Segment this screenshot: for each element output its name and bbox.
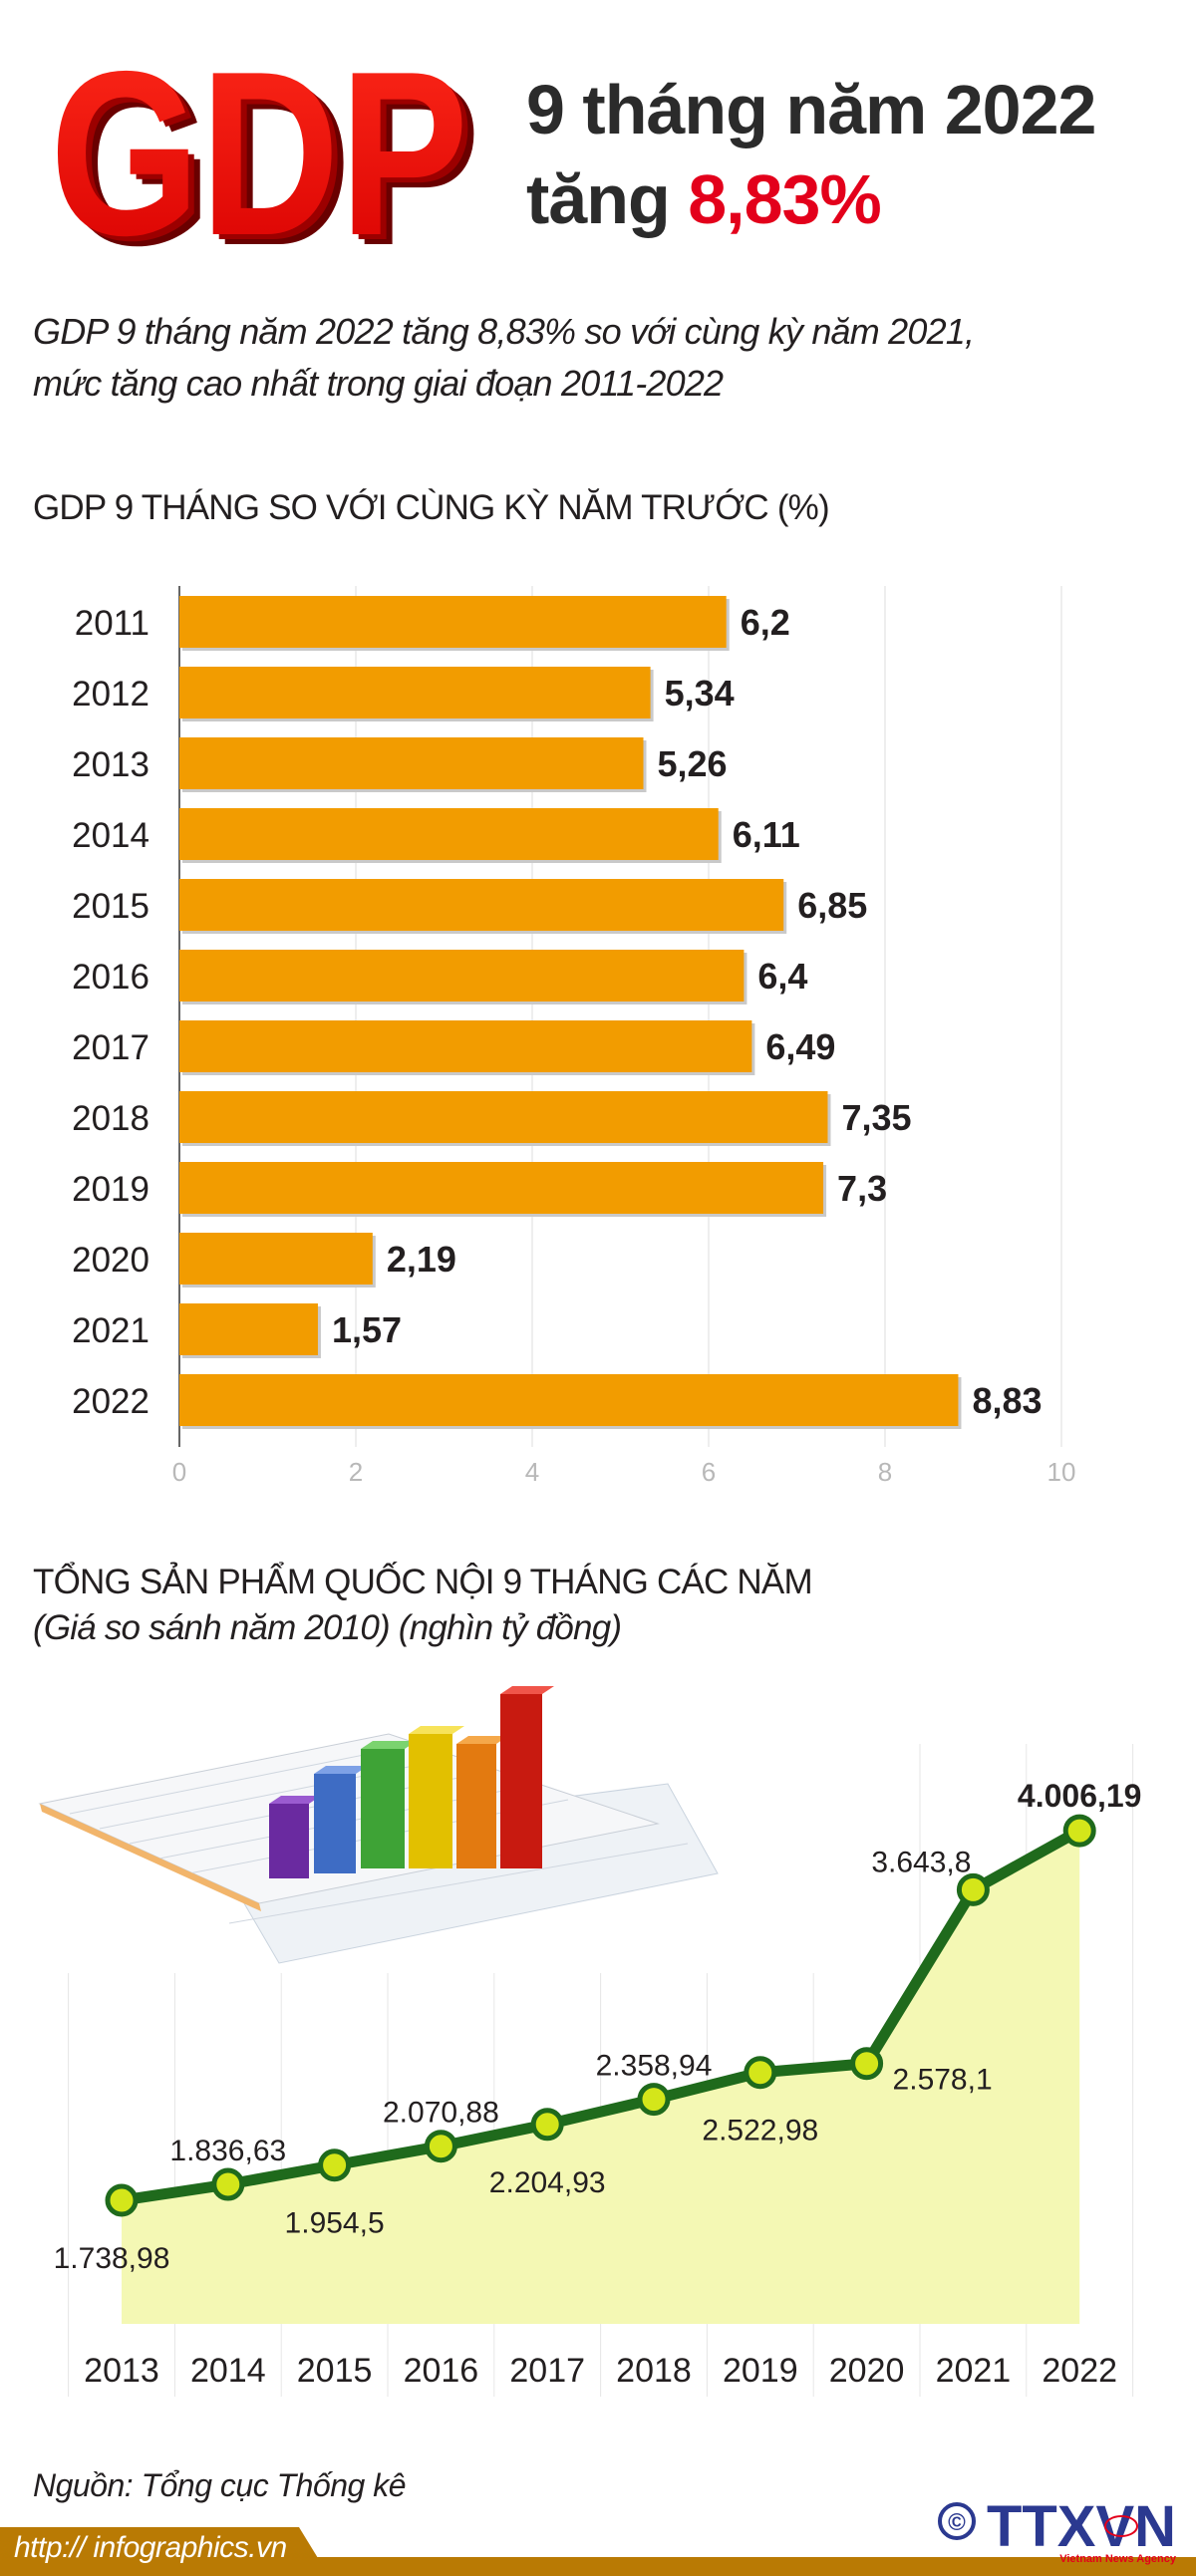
gdp-logo: GDP GDP GDP <box>50 40 480 259</box>
year-label: 2011 <box>75 604 150 643</box>
value-label: 6,2 <box>741 602 790 643</box>
bar-2022 <box>179 1374 959 1426</box>
headline-line-2: tăng 8,83% <box>526 159 882 239</box>
year-label: 2013 <box>84 2352 159 2390</box>
year-label: 2015 <box>297 2352 373 2390</box>
year-label: 2019 <box>723 2352 798 2390</box>
value-label: 2.358,94 <box>596 2050 713 2083</box>
data-point-2021 <box>956 1872 990 1906</box>
bar-2020 <box>179 1233 373 1285</box>
svg-text:Vietnam News Agency: Vietnam News Agency <box>1059 2553 1177 2565</box>
year-label: 2014 <box>190 2352 266 2390</box>
bar-2019 <box>179 1162 824 1214</box>
year-label: 2022 <box>1042 2352 1117 2390</box>
x-tick-label: 10 <box>1047 1457 1076 1487</box>
bar-2021 <box>179 1303 318 1355</box>
value-label: 2.522,98 <box>702 2115 818 2147</box>
x-tick-label: 4 <box>525 1457 539 1487</box>
year-label: 2020 <box>72 1241 150 1280</box>
value-label: 6,85 <box>797 885 867 926</box>
summary-line-2: mức tăng cao nhất trong giai đoạn 2011-2… <box>33 363 724 404</box>
footer-url-tab <box>0 2527 329 2576</box>
value-label: 6,4 <box>757 956 807 997</box>
value-label: 7,35 <box>841 1097 911 1138</box>
svg-text:GDP: GDP <box>62 40 480 259</box>
data-point-2020 <box>850 2047 884 2081</box>
line-chart-title: TỔNG SẢN PHẨM QUỐC NỘI 9 THÁNG CÁC NĂM <box>33 1563 813 1601</box>
year-label: 2012 <box>72 675 150 714</box>
headline-line-1: 9 tháng năm 2022 <box>526 71 1096 148</box>
bar-2012 <box>179 667 651 718</box>
svg-text:GDP: GDP <box>56 40 474 259</box>
value-label: 1.738,98 <box>54 2242 170 2275</box>
year-label: 2016 <box>72 958 150 997</box>
line-chart-subtitle: (Giá so sánh năm 2010) (nghìn tỷ đồng) <box>33 1608 622 1647</box>
bar-2018 <box>179 1091 828 1143</box>
year-label: 2020 <box>829 2352 905 2390</box>
data-point-2022 <box>1062 1814 1096 1848</box>
gdp-line-chart: 1.738,98 2013 1.836,63 2014 1.954,5 2015 2.070… <box>54 1744 1142 2397</box>
value-label: 1.954,5 <box>285 2207 385 2240</box>
year-label: 2014 <box>72 816 150 855</box>
year-label: 2016 <box>404 2352 479 2390</box>
data-point-2015 <box>318 2148 352 2182</box>
value-label: 8,83 <box>972 1380 1042 1421</box>
value-label: 7,3 <box>837 1168 887 1209</box>
year-label: 2018 <box>72 1099 150 1138</box>
area-fill <box>122 1831 1080 2324</box>
year-label: 2013 <box>72 745 150 784</box>
year-label: 2021 <box>936 2352 1012 2390</box>
value-label: 5,26 <box>658 743 728 784</box>
year-label: 2017 <box>72 1028 150 1067</box>
year-label: 2022 <box>72 1382 150 1421</box>
ttxvn-logo: © TTXVN Vietnam News Agency <box>938 2494 1177 2565</box>
source-note: Nguồn: Tổng cục Thống kê <box>33 2467 407 2503</box>
data-point-2019 <box>744 2056 777 2090</box>
x-tick-label: 0 <box>172 1457 186 1487</box>
bar-2014 <box>179 808 719 860</box>
bar-2016 <box>179 950 745 1002</box>
year-label: 2019 <box>72 1170 150 1209</box>
x-tick-label: 6 <box>702 1457 716 1487</box>
value-label: 3.643,8 <box>871 1846 971 1878</box>
year-label: 2021 <box>72 1311 150 1350</box>
data-point-2016 <box>424 2130 457 2163</box>
x-tick-label: 2 <box>349 1457 363 1487</box>
x-tick-label: 8 <box>878 1457 892 1487</box>
value-label: 4.006,19 <box>1018 1778 1142 1814</box>
value-label: 6,11 <box>733 814 800 855</box>
growth-bar-chart: 0 2 4 6 8 10 2011 6,2 2012 5,34 2013 5,26 2014 6,11 20… <box>72 586 1076 1487</box>
value-label: 5,34 <box>665 673 735 714</box>
value-label: 6,49 <box>765 1026 835 1067</box>
year-label: 2017 <box>509 2352 585 2390</box>
svg-text:GDP: GDP <box>50 40 468 259</box>
value-label: 1.836,63 <box>169 2135 286 2167</box>
data-point-2014 <box>211 2167 245 2201</box>
summary-line-1: GDP 9 tháng năm 2022 tăng 8,83% so với c… <box>33 311 975 352</box>
data-point-2018 <box>637 2083 671 2117</box>
year-label: 2018 <box>616 2352 692 2390</box>
headline-prefix: tăng <box>526 160 671 238</box>
year-label: 2015 <box>72 887 150 926</box>
headline-growth-rate: 8,83% <box>688 160 881 238</box>
value-label: 2.070,88 <box>383 2097 499 2130</box>
bar-2013 <box>179 737 644 789</box>
value-label: 2.204,93 <box>489 2166 606 2199</box>
bar-2015 <box>179 879 784 931</box>
bar-chart-illustration-icon <box>38 1686 719 1964</box>
svg-text:©: © <box>948 2509 966 2536</box>
svg-text:TTXVN: TTXVN <box>987 2494 1176 2559</box>
data-point-2017 <box>530 2108 564 2142</box>
bar-chart-title: GDP 9 THÁNG SO VỚI CÙNG KỲ NĂM TRƯỚC (%) <box>33 488 830 527</box>
value-label: 1,57 <box>332 1309 402 1350</box>
bar-2011 <box>179 596 727 648</box>
data-point-2013 <box>105 2183 139 2217</box>
website-link[interactable]: http:// infographics.vn <box>14 2531 287 2564</box>
bar-2017 <box>179 1020 752 1072</box>
gdp-line <box>121 1826 1082 2206</box>
value-label: 2.578,1 <box>893 2064 993 2097</box>
value-label: 2,19 <box>387 1239 456 1280</box>
